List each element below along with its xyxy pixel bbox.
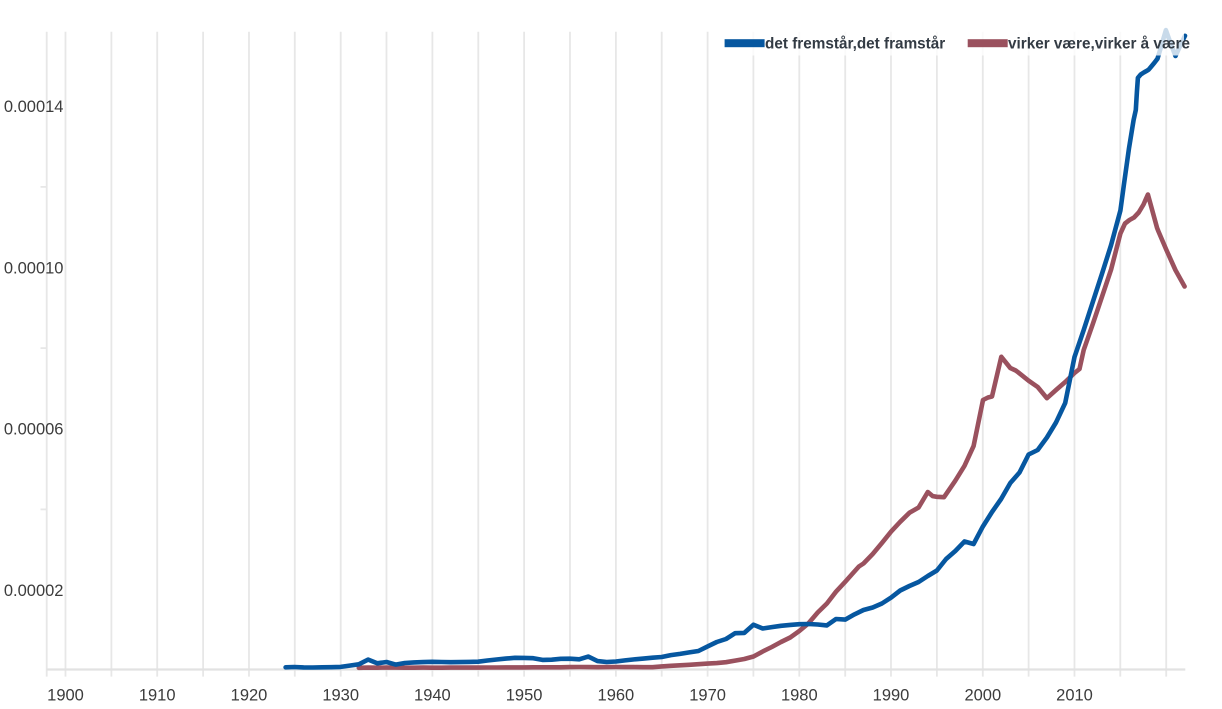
svg-text:1930: 1930 bbox=[322, 687, 359, 705]
svg-text:virker være,virker å være: virker være,virker å være bbox=[1008, 36, 1190, 53]
svg-text:1970: 1970 bbox=[689, 687, 726, 705]
svg-text:2010: 2010 bbox=[1056, 687, 1093, 705]
svg-text:1980: 1980 bbox=[781, 687, 818, 705]
svg-text:0.00014: 0.00014 bbox=[4, 98, 64, 116]
svg-text:0.00006: 0.00006 bbox=[4, 421, 64, 439]
svg-text:1940: 1940 bbox=[414, 687, 451, 705]
svg-text:det fremstår,det framstår: det fremstår,det framstår bbox=[765, 36, 945, 53]
svg-text:1960: 1960 bbox=[598, 687, 635, 705]
svg-text:1900: 1900 bbox=[47, 687, 84, 705]
svg-text:0.00010: 0.00010 bbox=[4, 259, 64, 277]
svg-text:0.00002: 0.00002 bbox=[4, 582, 64, 600]
svg-text:1920: 1920 bbox=[231, 687, 268, 705]
svg-text:2000: 2000 bbox=[964, 687, 1001, 705]
svg-text:1950: 1950 bbox=[506, 687, 543, 705]
svg-text:1910: 1910 bbox=[139, 687, 176, 705]
svg-text:1990: 1990 bbox=[873, 687, 910, 705]
